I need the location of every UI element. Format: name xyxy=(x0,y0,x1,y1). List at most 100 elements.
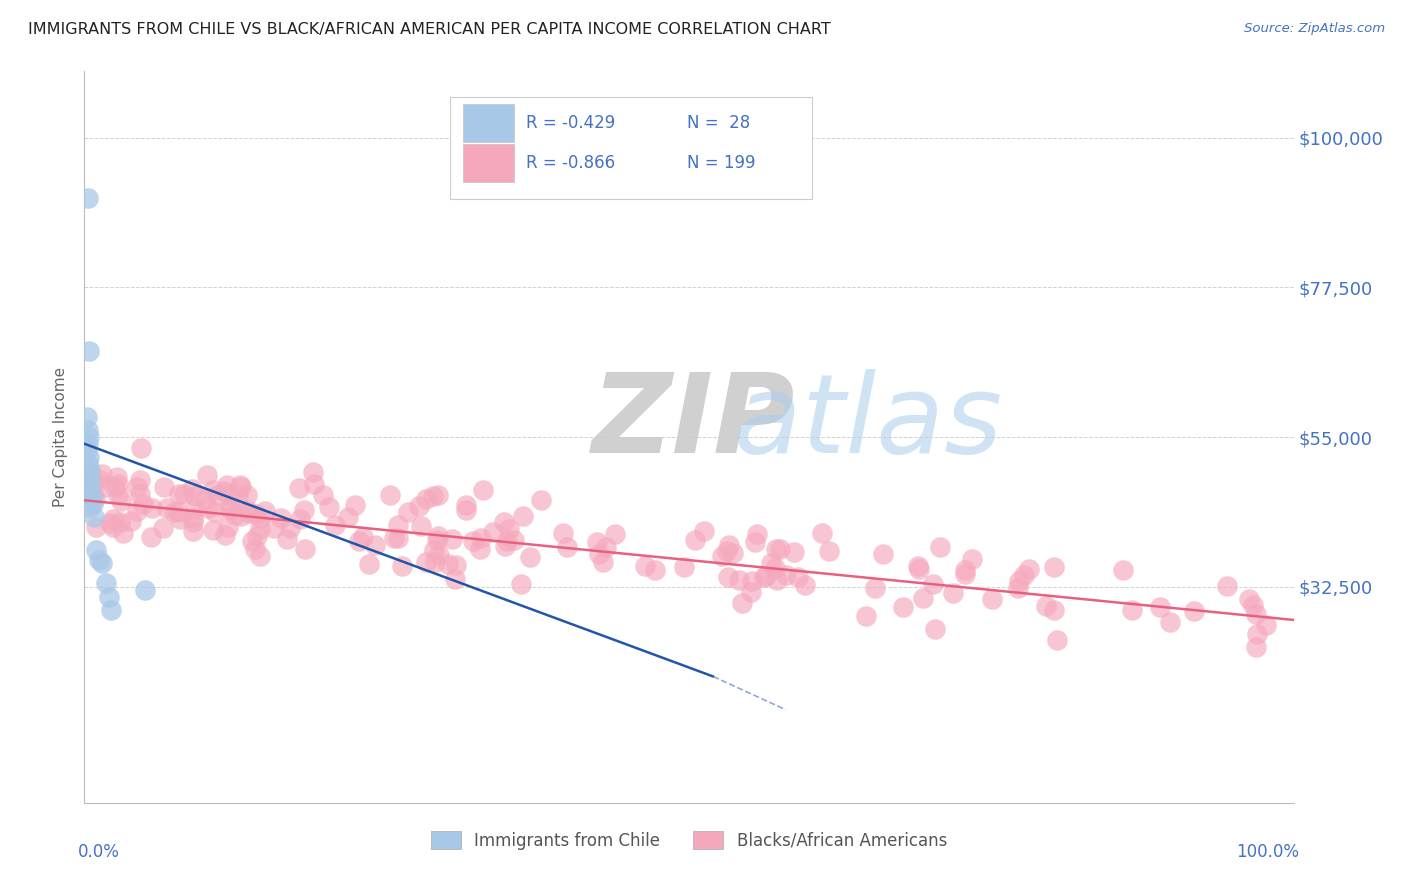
Point xyxy=(127,480,149,494)
Point xyxy=(529,493,551,508)
Point xyxy=(337,510,360,524)
Point xyxy=(120,514,142,528)
Point xyxy=(717,538,740,552)
Point xyxy=(470,531,492,545)
Text: 0.0%: 0.0% xyxy=(79,843,120,861)
Point xyxy=(415,555,437,569)
Point xyxy=(96,480,118,494)
Point xyxy=(278,521,301,535)
Point xyxy=(1007,582,1029,596)
Point xyxy=(382,531,405,545)
Point xyxy=(1043,560,1066,574)
Text: R = -0.866: R = -0.866 xyxy=(526,153,614,172)
Point xyxy=(693,524,716,538)
Point xyxy=(183,489,205,503)
Point xyxy=(763,561,786,575)
Point xyxy=(427,548,450,562)
Point xyxy=(1237,592,1260,607)
Point xyxy=(214,484,236,499)
Point xyxy=(323,517,346,532)
Point xyxy=(318,500,340,514)
Point xyxy=(586,534,609,549)
Point xyxy=(128,487,150,501)
Point xyxy=(1241,599,1264,613)
Point xyxy=(891,599,914,614)
Point xyxy=(152,521,174,535)
Point xyxy=(100,603,122,617)
Point xyxy=(197,500,219,515)
Point xyxy=(1014,567,1036,582)
Point xyxy=(292,503,315,517)
Point xyxy=(755,569,778,583)
Point xyxy=(181,511,204,525)
Point xyxy=(77,483,100,498)
Point xyxy=(302,476,325,491)
Point xyxy=(588,547,610,561)
Point xyxy=(110,493,132,508)
Legend: Immigrants from Chile, Blacks/African Americans: Immigrants from Chile, Blacks/African Am… xyxy=(425,824,953,856)
Point xyxy=(352,530,374,544)
Point xyxy=(409,518,432,533)
Point xyxy=(183,515,205,529)
Point xyxy=(77,480,100,494)
Point xyxy=(218,501,240,516)
Point xyxy=(472,483,495,497)
Point xyxy=(347,533,370,548)
Point xyxy=(77,343,100,358)
Point xyxy=(765,573,787,587)
Point xyxy=(727,573,749,587)
Point xyxy=(101,512,124,526)
Point xyxy=(276,533,298,547)
Point xyxy=(312,488,335,502)
Point xyxy=(80,490,103,504)
Point xyxy=(229,478,252,492)
Point xyxy=(1035,599,1057,613)
Point xyxy=(1112,563,1135,577)
Point xyxy=(744,535,766,549)
Point xyxy=(759,556,782,570)
Point xyxy=(91,557,114,571)
Point xyxy=(129,441,152,455)
Point xyxy=(454,498,477,512)
Point xyxy=(512,509,534,524)
Point xyxy=(231,481,253,495)
Point xyxy=(907,559,929,574)
Point xyxy=(359,557,381,571)
Point xyxy=(215,478,238,492)
Point xyxy=(77,424,100,438)
Point xyxy=(818,544,841,558)
Y-axis label: Per Capita Income: Per Capita Income xyxy=(53,367,69,508)
Point xyxy=(224,508,246,522)
Point xyxy=(911,591,934,606)
Point xyxy=(1018,562,1040,576)
Point xyxy=(745,526,768,541)
Text: Source: ZipAtlas.com: Source: ZipAtlas.com xyxy=(1244,22,1385,36)
Point xyxy=(141,500,163,515)
Point xyxy=(426,533,449,548)
FancyBboxPatch shape xyxy=(450,97,813,200)
Point xyxy=(794,577,817,591)
Point xyxy=(387,531,409,545)
Point xyxy=(981,592,1004,607)
Point xyxy=(730,596,752,610)
Point xyxy=(236,504,259,518)
Point xyxy=(82,497,104,511)
Point xyxy=(107,487,129,501)
Point xyxy=(217,520,239,534)
Point xyxy=(134,582,156,597)
Point xyxy=(240,534,263,549)
Point xyxy=(254,503,277,517)
Point xyxy=(492,516,515,530)
Point xyxy=(204,505,226,519)
Point xyxy=(921,577,943,591)
Point xyxy=(219,502,242,516)
Point xyxy=(77,470,100,484)
Point xyxy=(238,506,260,520)
Point xyxy=(456,503,478,517)
Point xyxy=(519,550,541,565)
Point xyxy=(101,520,124,534)
Point xyxy=(741,574,763,588)
Point xyxy=(217,488,239,502)
Point xyxy=(79,467,101,482)
Point xyxy=(83,509,105,524)
